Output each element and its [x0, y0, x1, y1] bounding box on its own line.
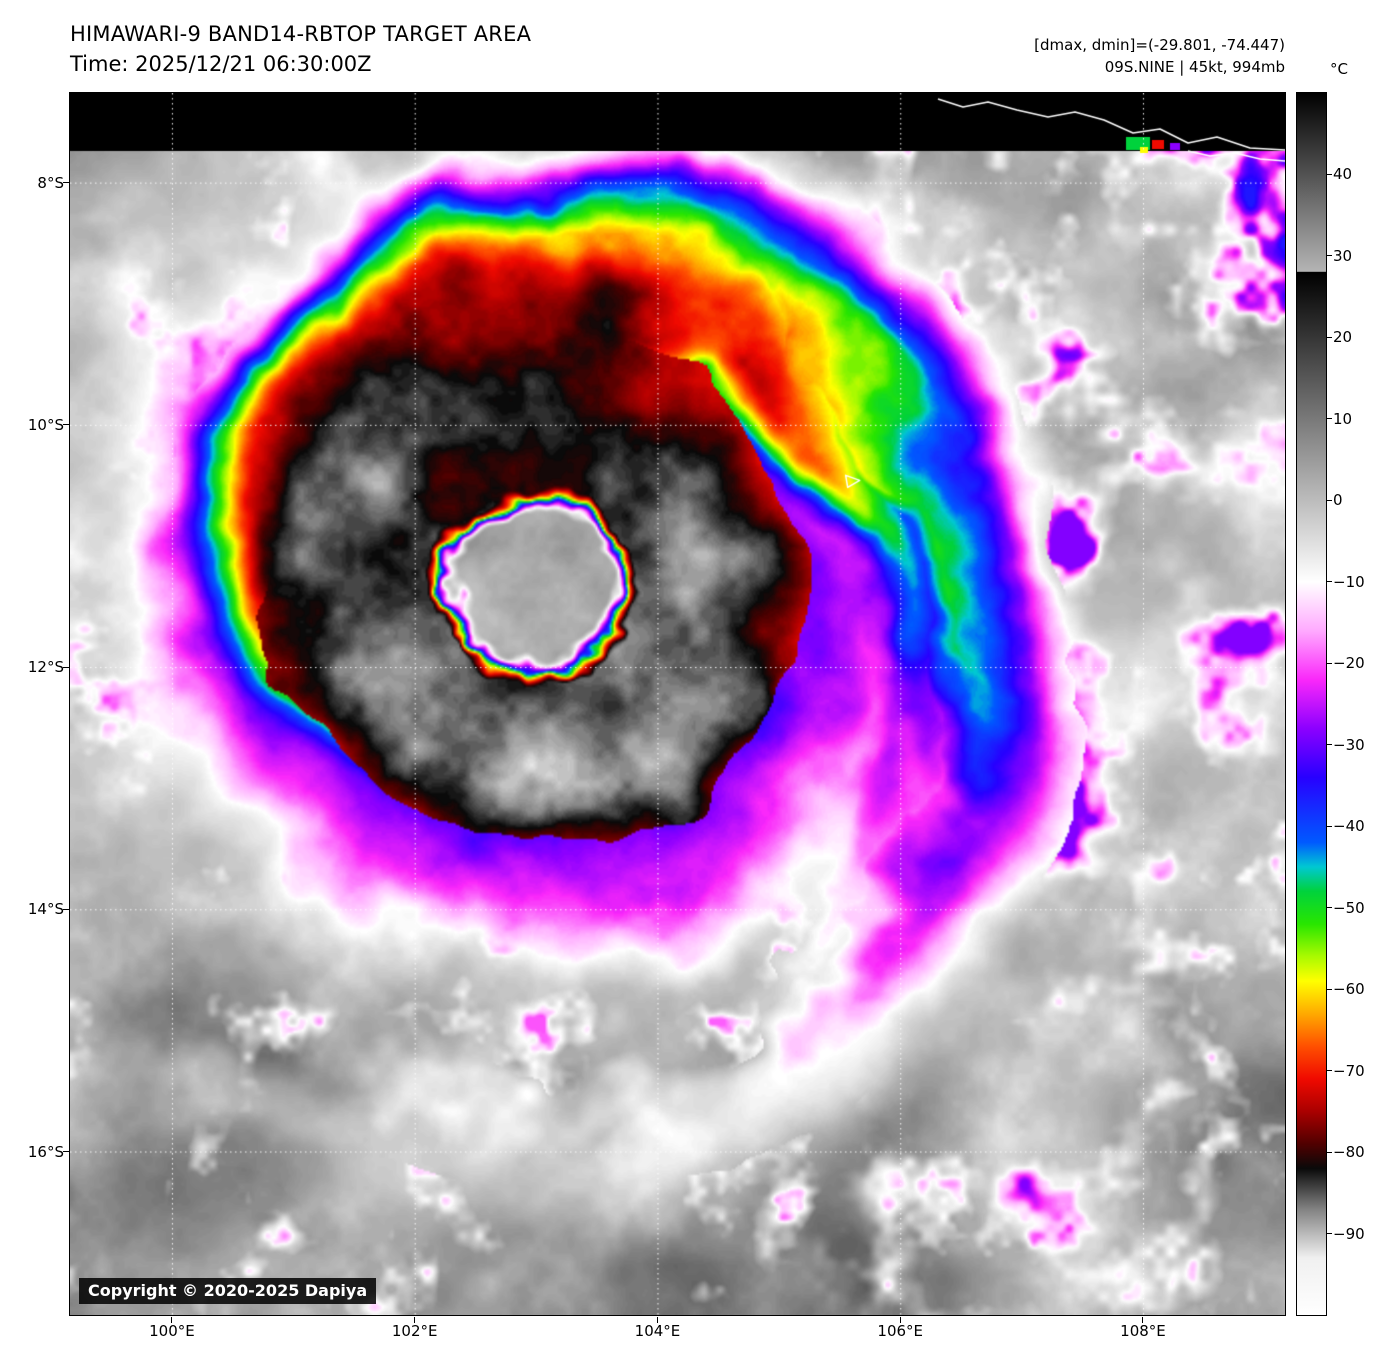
colorbar-tick-label: 10	[1333, 409, 1353, 428]
storm-info-annotation: 09S.NINE | 45kt, 994mb	[1104, 58, 1285, 76]
lon-tick-label: 102°E	[391, 1322, 438, 1340]
colorbar-tick-label: −70	[1333, 1061, 1365, 1080]
lat-tick-label: 12°S	[27, 658, 64, 677]
lat-tick-mark	[63, 424, 69, 426]
colorbar-tick-mark	[1327, 907, 1332, 909]
colorbar-tick-label: −10	[1333, 572, 1365, 591]
colorbar-tick-mark	[1327, 988, 1332, 990]
colorbar-tick-label: 40	[1333, 165, 1353, 184]
colorbar-tick-mark	[1327, 255, 1332, 257]
lat-tick-label: 14°S	[27, 900, 64, 919]
colorbar-tick-mark	[1327, 1070, 1332, 1072]
colorbar-tick-mark	[1327, 1233, 1332, 1235]
colorbar-gradient	[1297, 93, 1326, 1315]
colorbar-tick-mark	[1327, 662, 1332, 664]
copyright-label: Copyright © 2020-2025 Dapiya	[79, 1278, 377, 1304]
satellite-map-panel: Copyright © 2020-2025 Dapiya	[69, 92, 1286, 1316]
satellite-image-canvas	[70, 93, 1285, 1315]
colorbar-tick-mark	[1327, 581, 1332, 583]
lon-tick-label: 106°E	[877, 1322, 924, 1340]
lat-tick-mark	[63, 182, 69, 184]
lat-tick-label: 16°S	[27, 1142, 64, 1161]
colorbar-unit-label: °C	[1330, 60, 1348, 78]
lon-tick-mark	[414, 1317, 416, 1323]
lat-tick-mark	[63, 666, 69, 668]
lat-tick-mark	[63, 908, 69, 910]
colorbar-tick-mark	[1327, 825, 1332, 827]
lat-tick-mark	[63, 1151, 69, 1152]
lon-tick-label: 104°E	[634, 1322, 681, 1340]
colorbar-tick-mark	[1327, 173, 1332, 175]
dmax-dmin-annotation: [dmax, dmin]=(-29.801, -74.447)	[1034, 36, 1285, 54]
colorbar	[1296, 92, 1327, 1316]
lon-tick-mark	[1142, 1317, 1144, 1323]
colorbar-tick-label: −60	[1333, 980, 1365, 999]
lon-tick-mark	[656, 1317, 658, 1323]
lon-tick-label: 100°E	[149, 1322, 195, 1340]
colorbar-tick-label: −20	[1333, 654, 1365, 673]
colorbar-tick-mark	[1327, 418, 1332, 420]
colorbar-tick-mark	[1327, 336, 1332, 338]
colorbar-tick-mark	[1327, 744, 1332, 746]
lat-tick-label: 10°S	[27, 415, 64, 434]
colorbar-tick-label: −90	[1333, 1224, 1365, 1243]
lon-tick-mark	[899, 1317, 901, 1323]
colorbar-tick-mark	[1327, 1151, 1332, 1153]
lon-tick-label: 108°E	[1120, 1322, 1166, 1340]
colorbar-tick-label: −30	[1333, 735, 1365, 754]
lat-tick-label: 8°S	[37, 173, 64, 192]
colorbar-tick-label: −50	[1333, 898, 1365, 917]
colorbar-tick-label: −40	[1333, 817, 1365, 836]
colorbar-tick-label: 0	[1333, 491, 1343, 510]
colorbar-tick-label: 30	[1333, 246, 1353, 265]
figure-title: HIMAWARI-9 BAND14-RBTOP TARGET AREA	[70, 22, 532, 46]
colorbar-tick-label: −80	[1333, 1143, 1365, 1162]
figure-time: Time: 2025/12/21 06:30:00Z	[70, 52, 372, 76]
colorbar-tick-label: 20	[1333, 328, 1353, 347]
lon-tick-mark	[171, 1317, 173, 1323]
colorbar-tick-mark	[1327, 499, 1332, 501]
